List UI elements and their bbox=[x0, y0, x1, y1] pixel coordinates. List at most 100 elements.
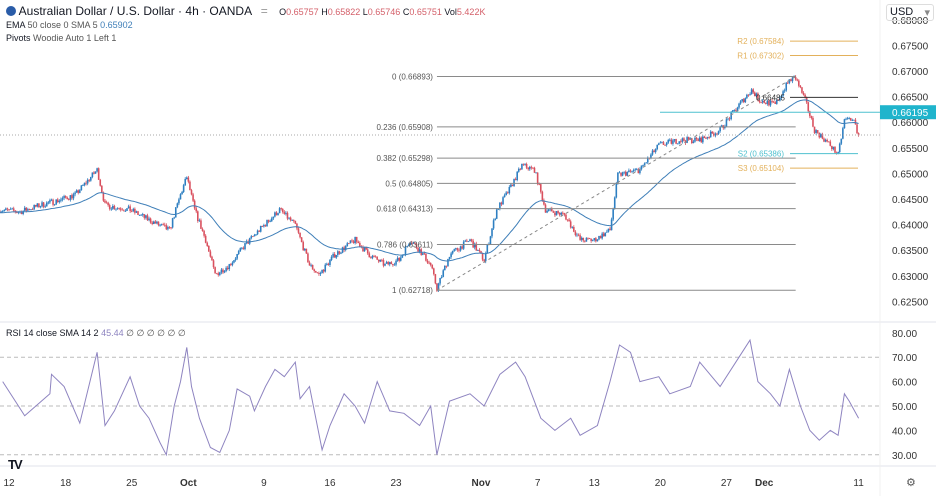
candle bbox=[377, 259, 380, 262]
candle bbox=[481, 253, 484, 260]
candle bbox=[779, 97, 781, 101]
candle bbox=[511, 184, 514, 187]
candle bbox=[3, 209, 6, 212]
candle bbox=[615, 183, 618, 198]
equals-icon: = bbox=[260, 4, 268, 18]
candle bbox=[495, 209, 498, 219]
candle bbox=[20, 211, 23, 214]
candle bbox=[324, 264, 327, 272]
candle bbox=[602, 233, 605, 237]
price-tick-label: 0.63500 bbox=[892, 246, 929, 257]
pivots-legend[interactable]: Pivots Woodie Auto 1 Left 1 bbox=[6, 33, 117, 43]
candle bbox=[764, 102, 767, 104]
candle bbox=[433, 268, 435, 275]
candle bbox=[809, 111, 811, 117]
candle bbox=[79, 190, 81, 193]
candle bbox=[672, 140, 674, 144]
candle bbox=[241, 247, 243, 249]
candle bbox=[315, 271, 317, 273]
rsi-tick-label: 50.00 bbox=[892, 402, 917, 413]
candle bbox=[796, 79, 799, 81]
candle bbox=[45, 202, 48, 207]
price-axis-bg bbox=[880, 0, 936, 496]
candle bbox=[341, 247, 344, 253]
candle bbox=[184, 178, 187, 186]
candle bbox=[766, 100, 769, 104]
candle bbox=[623, 171, 625, 173]
symbol-title[interactable]: Australian Dollar / U.S. Dollar · 4h · O… bbox=[18, 4, 252, 18]
price-tag-label: 0.66195 bbox=[892, 108, 929, 119]
candle bbox=[333, 254, 336, 258]
candle bbox=[300, 237, 303, 243]
candle bbox=[500, 202, 503, 205]
candle bbox=[209, 251, 212, 257]
candle bbox=[444, 265, 446, 271]
candle bbox=[588, 238, 591, 239]
candle bbox=[483, 259, 485, 262]
candle bbox=[785, 82, 788, 91]
rsi-tick-label: 30.00 bbox=[892, 451, 917, 462]
candle bbox=[132, 208, 135, 212]
candle bbox=[160, 224, 163, 226]
candle bbox=[763, 100, 765, 103]
candle bbox=[466, 240, 468, 242]
candle bbox=[527, 167, 529, 170]
candle bbox=[387, 262, 389, 265]
fib-level-label: 0.382 (0.65298) bbox=[376, 154, 433, 163]
currency-select[interactable]: USD ▾ bbox=[886, 4, 934, 21]
candle bbox=[656, 144, 659, 150]
candle bbox=[532, 167, 534, 169]
candle bbox=[475, 243, 478, 251]
candle bbox=[90, 176, 92, 181]
candle bbox=[629, 170, 632, 172]
candle bbox=[8, 209, 10, 211]
candle bbox=[725, 119, 728, 127]
candle bbox=[568, 219, 570, 222]
candle bbox=[856, 124, 858, 134]
candle bbox=[708, 137, 710, 138]
candle bbox=[804, 94, 806, 98]
ema-line bbox=[0, 99, 859, 262]
time-tick-label: Dec bbox=[755, 478, 774, 489]
candle bbox=[123, 210, 125, 212]
candle bbox=[675, 139, 677, 144]
candle bbox=[415, 243, 418, 248]
tradingview-logo[interactable]: TV bbox=[8, 457, 23, 472]
candle bbox=[165, 225, 168, 230]
candle bbox=[418, 249, 421, 252]
ema-legend[interactable]: EMA 50 close 0 SMA 5 0.65902 bbox=[6, 20, 133, 30]
candle bbox=[838, 143, 841, 153]
candle bbox=[673, 139, 676, 141]
candle bbox=[768, 100, 770, 106]
candle bbox=[467, 241, 470, 243]
candle bbox=[749, 94, 751, 96]
candle bbox=[31, 209, 34, 211]
candle bbox=[281, 209, 284, 213]
candle bbox=[651, 150, 654, 155]
candle bbox=[371, 255, 374, 259]
candle bbox=[212, 260, 215, 268]
candle bbox=[197, 211, 199, 221]
candle bbox=[462, 241, 465, 249]
candle bbox=[807, 102, 810, 112]
candle bbox=[425, 253, 427, 261]
candle bbox=[826, 139, 828, 142]
candle bbox=[101, 185, 103, 193]
candle bbox=[846, 118, 849, 120]
candle bbox=[820, 134, 822, 138]
gear-icon[interactable]: ⚙ bbox=[906, 477, 916, 489]
candle bbox=[741, 99, 743, 102]
pivot-label: R2 (0.67584) bbox=[737, 37, 784, 46]
candle bbox=[760, 101, 762, 103]
candle bbox=[448, 256, 451, 259]
candle bbox=[368, 253, 371, 258]
candle bbox=[753, 92, 756, 97]
rsi-legend[interactable]: RSI 14 close SMA 14 2 45.44 ∅ ∅ ∅ ∅ ∅ ∅ bbox=[6, 328, 186, 338]
candle bbox=[554, 212, 556, 216]
candle bbox=[313, 269, 316, 272]
rsi-tick-label: 40.00 bbox=[892, 426, 917, 437]
candle bbox=[61, 198, 64, 200]
candle bbox=[211, 256, 213, 261]
candle bbox=[280, 208, 282, 210]
